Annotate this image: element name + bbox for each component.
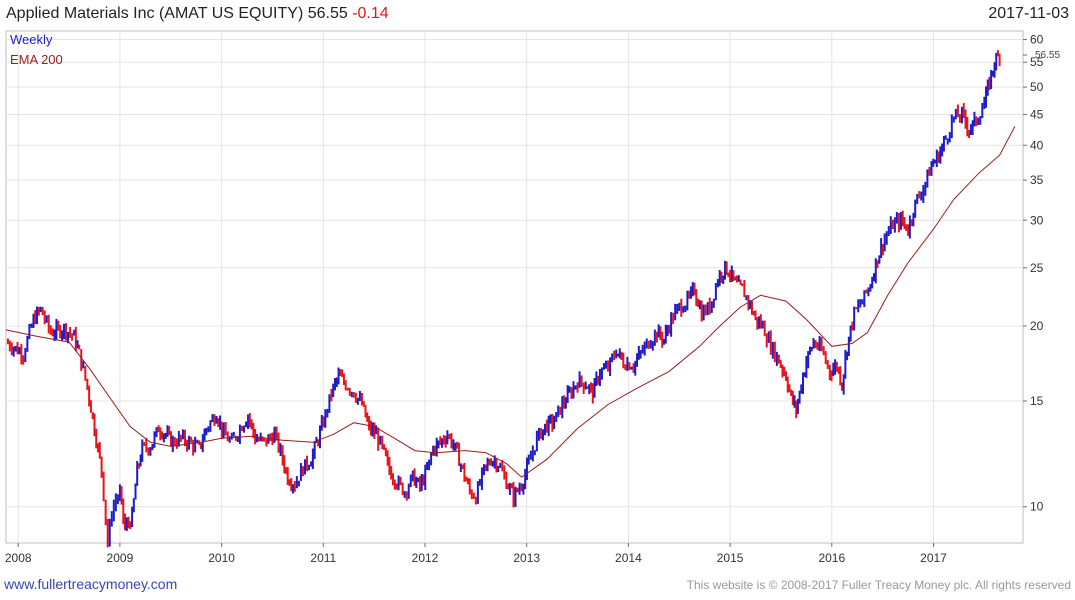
y-tick-label: 50 bbox=[1030, 80, 1044, 94]
y-tick-label: 55 bbox=[1030, 55, 1044, 69]
last-price-label: 56.55 bbox=[1035, 50, 1060, 61]
y-tick-label: 60 bbox=[1030, 33, 1044, 47]
legend-weekly: Weekly bbox=[10, 32, 53, 47]
x-tick-label: 2012 bbox=[412, 551, 439, 565]
x-tick-label: 2011 bbox=[310, 551, 336, 565]
chart-header: Applied Materials Inc (AMAT US EQUITY) 5… bbox=[0, 0, 1075, 30]
y-tick-label: 40 bbox=[1030, 138, 1044, 152]
x-tick-label: 2013 bbox=[513, 551, 540, 565]
plot-frame bbox=[5, 30, 1024, 544]
y-tick-label: 45 bbox=[1030, 108, 1044, 122]
x-tick-label: 2016 bbox=[818, 551, 845, 565]
y-tick-label: 25 bbox=[1030, 261, 1044, 275]
x-tick-label: 2010 bbox=[208, 551, 235, 565]
chart-title-text: Applied Materials Inc (AMAT US EQUITY) 5… bbox=[6, 5, 348, 22]
y-tick-label: 30 bbox=[1030, 213, 1044, 227]
chart-date: 2017-11-03 bbox=[988, 5, 1069, 22]
price-change: -0.14 bbox=[352, 5, 389, 22]
x-tick-label: 2014 bbox=[615, 551, 642, 565]
x-tick-label: 2015 bbox=[717, 551, 744, 565]
copyright-notice: This website is © 2008-2017 Fuller Treac… bbox=[686, 578, 1071, 592]
x-tick-label: 2008 bbox=[5, 551, 32, 565]
y-tick-label: 35 bbox=[1030, 173, 1044, 187]
chart-title: Applied Materials Inc (AMAT US EQUITY) 5… bbox=[6, 5, 389, 23]
x-tick-label: 2009 bbox=[107, 551, 134, 565]
site-link[interactable]: www.fullertreacymoney.com bbox=[4, 576, 178, 592]
y-tick-label: 20 bbox=[1030, 319, 1044, 333]
legend-ema-200: EMA 200 bbox=[10, 52, 63, 67]
y-tick-label: 10 bbox=[1030, 500, 1044, 514]
x-tick-label: 2017 bbox=[920, 551, 947, 565]
y-tick-label: 15 bbox=[1030, 394, 1044, 408]
ema-200-line bbox=[5, 126, 1016, 478]
